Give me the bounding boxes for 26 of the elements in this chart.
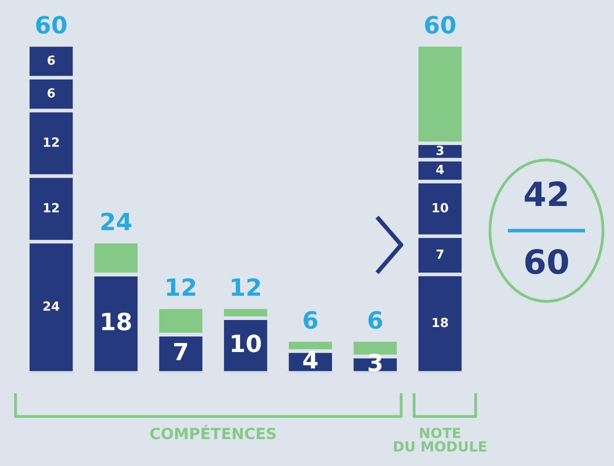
data-label: 12: [44, 203, 59, 212]
data-label: 6: [48, 55, 55, 65]
data-label: 4: [303, 351, 318, 368]
data-label: 10: [432, 203, 448, 212]
text: NOTE DU MODULE: [394, 428, 486, 452]
data-label: 7: [174, 342, 188, 360]
data-label: 10: [232, 334, 261, 352]
text: 42: [524, 181, 567, 206]
total-label: 60: [36, 16, 66, 34]
data-label: 3: [436, 146, 444, 156]
total-label: 6: [304, 311, 318, 329]
total-label: 6: [368, 311, 382, 329]
data-label: 12: [44, 137, 59, 147]
total-label: 60: [425, 16, 456, 34]
data-label: 18: [432, 318, 448, 328]
text: COMPÉTENCES: [150, 424, 276, 440]
total-label: 12: [167, 278, 196, 296]
data-label: 7: [436, 250, 444, 259]
data-label: 3: [368, 354, 382, 372]
data-label: 24: [43, 301, 60, 311]
total-label: 12: [232, 278, 260, 296]
text: 60: [525, 248, 568, 274]
total-label: 24: [101, 212, 132, 230]
data-label: 6: [48, 88, 55, 98]
data-label: 18: [102, 312, 131, 330]
data-label: 4: [436, 164, 444, 174]
